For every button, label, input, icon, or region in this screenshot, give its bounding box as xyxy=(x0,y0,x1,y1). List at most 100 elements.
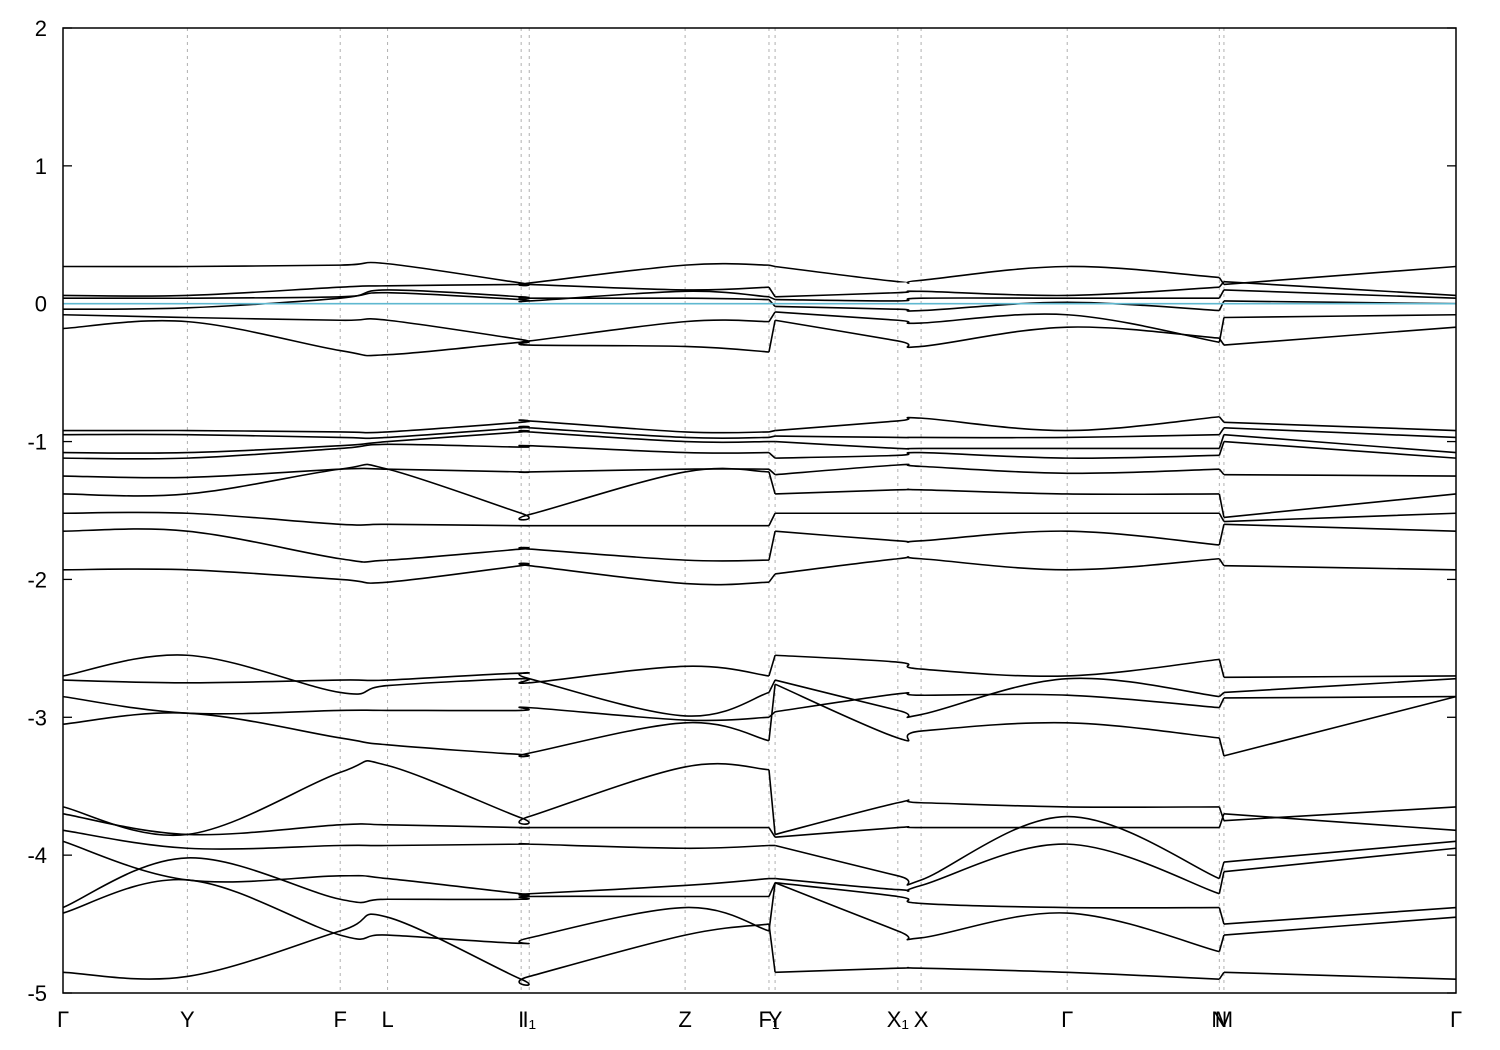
y-tick-label: -3 xyxy=(27,705,47,730)
y-tick-label: -1 xyxy=(27,430,47,455)
band-connector xyxy=(768,320,776,353)
band-connector xyxy=(1218,427,1225,436)
x-tick-label: I₁ xyxy=(522,1007,536,1032)
band-connector xyxy=(768,679,776,693)
band-connector xyxy=(1218,441,1225,456)
x-tick-label: I xyxy=(518,1007,524,1032)
band-line xyxy=(1223,906,1457,925)
band-line xyxy=(774,683,1220,742)
band-line xyxy=(1223,675,1457,679)
band-connector xyxy=(1218,524,1225,546)
band-line xyxy=(62,528,769,563)
plot-frame xyxy=(62,27,1457,994)
x-tick-label: F₁ xyxy=(759,1007,780,1032)
band-line xyxy=(62,760,769,837)
band-line xyxy=(774,319,1220,349)
y-tick-label: -5 xyxy=(27,981,47,1006)
x-tick-label: N xyxy=(1211,1007,1227,1032)
band-connector xyxy=(768,684,776,741)
band-connector xyxy=(768,264,776,268)
band-line xyxy=(1223,806,1457,822)
band-line xyxy=(62,419,769,434)
band-line xyxy=(775,415,1220,432)
band-line xyxy=(62,695,769,722)
band-line xyxy=(62,319,770,357)
band-line xyxy=(1223,840,1457,863)
band-line xyxy=(62,840,770,897)
band-line xyxy=(1223,847,1457,873)
y-tick-label: -4 xyxy=(27,843,47,868)
band-connector xyxy=(1218,861,1225,879)
band-connector xyxy=(768,296,776,301)
band-connector xyxy=(1218,468,1225,476)
band-line xyxy=(775,463,1220,476)
band-line xyxy=(1223,280,1457,297)
band-connector xyxy=(1218,871,1225,894)
band-line xyxy=(775,530,1220,546)
band-line xyxy=(774,881,1220,953)
band-line xyxy=(775,826,1220,839)
band-line xyxy=(62,283,769,297)
band-connector xyxy=(768,471,776,495)
band-line xyxy=(1223,916,1457,936)
band-connector xyxy=(1218,289,1225,299)
band-line xyxy=(1223,326,1457,346)
band-connector xyxy=(1218,907,1225,925)
band-connector xyxy=(768,882,776,932)
x-tick-label: Z xyxy=(678,1007,691,1032)
x-tick-label: Y xyxy=(768,1007,783,1032)
band-line xyxy=(62,654,770,695)
band-line xyxy=(775,433,1220,439)
x-tick-label: X₁ xyxy=(887,1007,909,1032)
band-line xyxy=(62,671,770,717)
band-line xyxy=(62,313,769,344)
band-line xyxy=(1223,313,1457,319)
band-line xyxy=(774,691,1220,713)
band-line xyxy=(774,677,1220,719)
band-line xyxy=(774,799,1220,836)
band-line xyxy=(62,290,770,303)
band-line xyxy=(775,966,1220,981)
band-connector xyxy=(768,531,776,561)
band-line xyxy=(62,443,769,460)
y-tick-label: 0 xyxy=(35,292,47,317)
band-line xyxy=(1223,971,1457,981)
x-tick-label: Γ xyxy=(1450,1007,1462,1032)
band-line xyxy=(62,829,769,850)
band-connector xyxy=(768,435,776,439)
x-tick-label: X xyxy=(914,1007,929,1032)
band-connector xyxy=(768,468,776,476)
band-connector xyxy=(1218,934,1225,952)
band-line xyxy=(1223,523,1457,532)
band-connector xyxy=(1218,737,1225,757)
band-line xyxy=(775,451,1220,459)
band-connector xyxy=(768,452,776,459)
band-connector xyxy=(1218,691,1225,698)
band-line xyxy=(1223,564,1457,571)
band-line xyxy=(62,467,769,479)
band-connector xyxy=(1218,971,1225,980)
y-tick-label: 1 xyxy=(35,154,47,179)
band-line xyxy=(62,261,769,287)
band-line xyxy=(775,440,1220,450)
band-line xyxy=(775,265,1220,284)
band-line xyxy=(1223,440,1457,459)
band-connector xyxy=(768,923,776,973)
band-connector xyxy=(768,512,776,527)
band-line xyxy=(775,286,1220,298)
x-tick-label: Γ xyxy=(57,1007,69,1032)
band-line xyxy=(1223,433,1457,454)
y-axis: 2 1 0 -1 -2 -3 -4 -5 xyxy=(27,16,1456,1006)
band-line xyxy=(62,878,770,945)
band-connector xyxy=(768,429,776,433)
band-line xyxy=(775,297,1220,302)
band-line xyxy=(62,857,769,909)
band-connector xyxy=(1218,558,1225,567)
band-line xyxy=(775,311,1220,344)
band-line xyxy=(775,881,1220,909)
band-line xyxy=(1223,695,1457,699)
band-line xyxy=(62,511,769,527)
band-connector xyxy=(1218,659,1225,678)
band-line xyxy=(1223,512,1457,523)
band-line xyxy=(1223,695,1457,757)
